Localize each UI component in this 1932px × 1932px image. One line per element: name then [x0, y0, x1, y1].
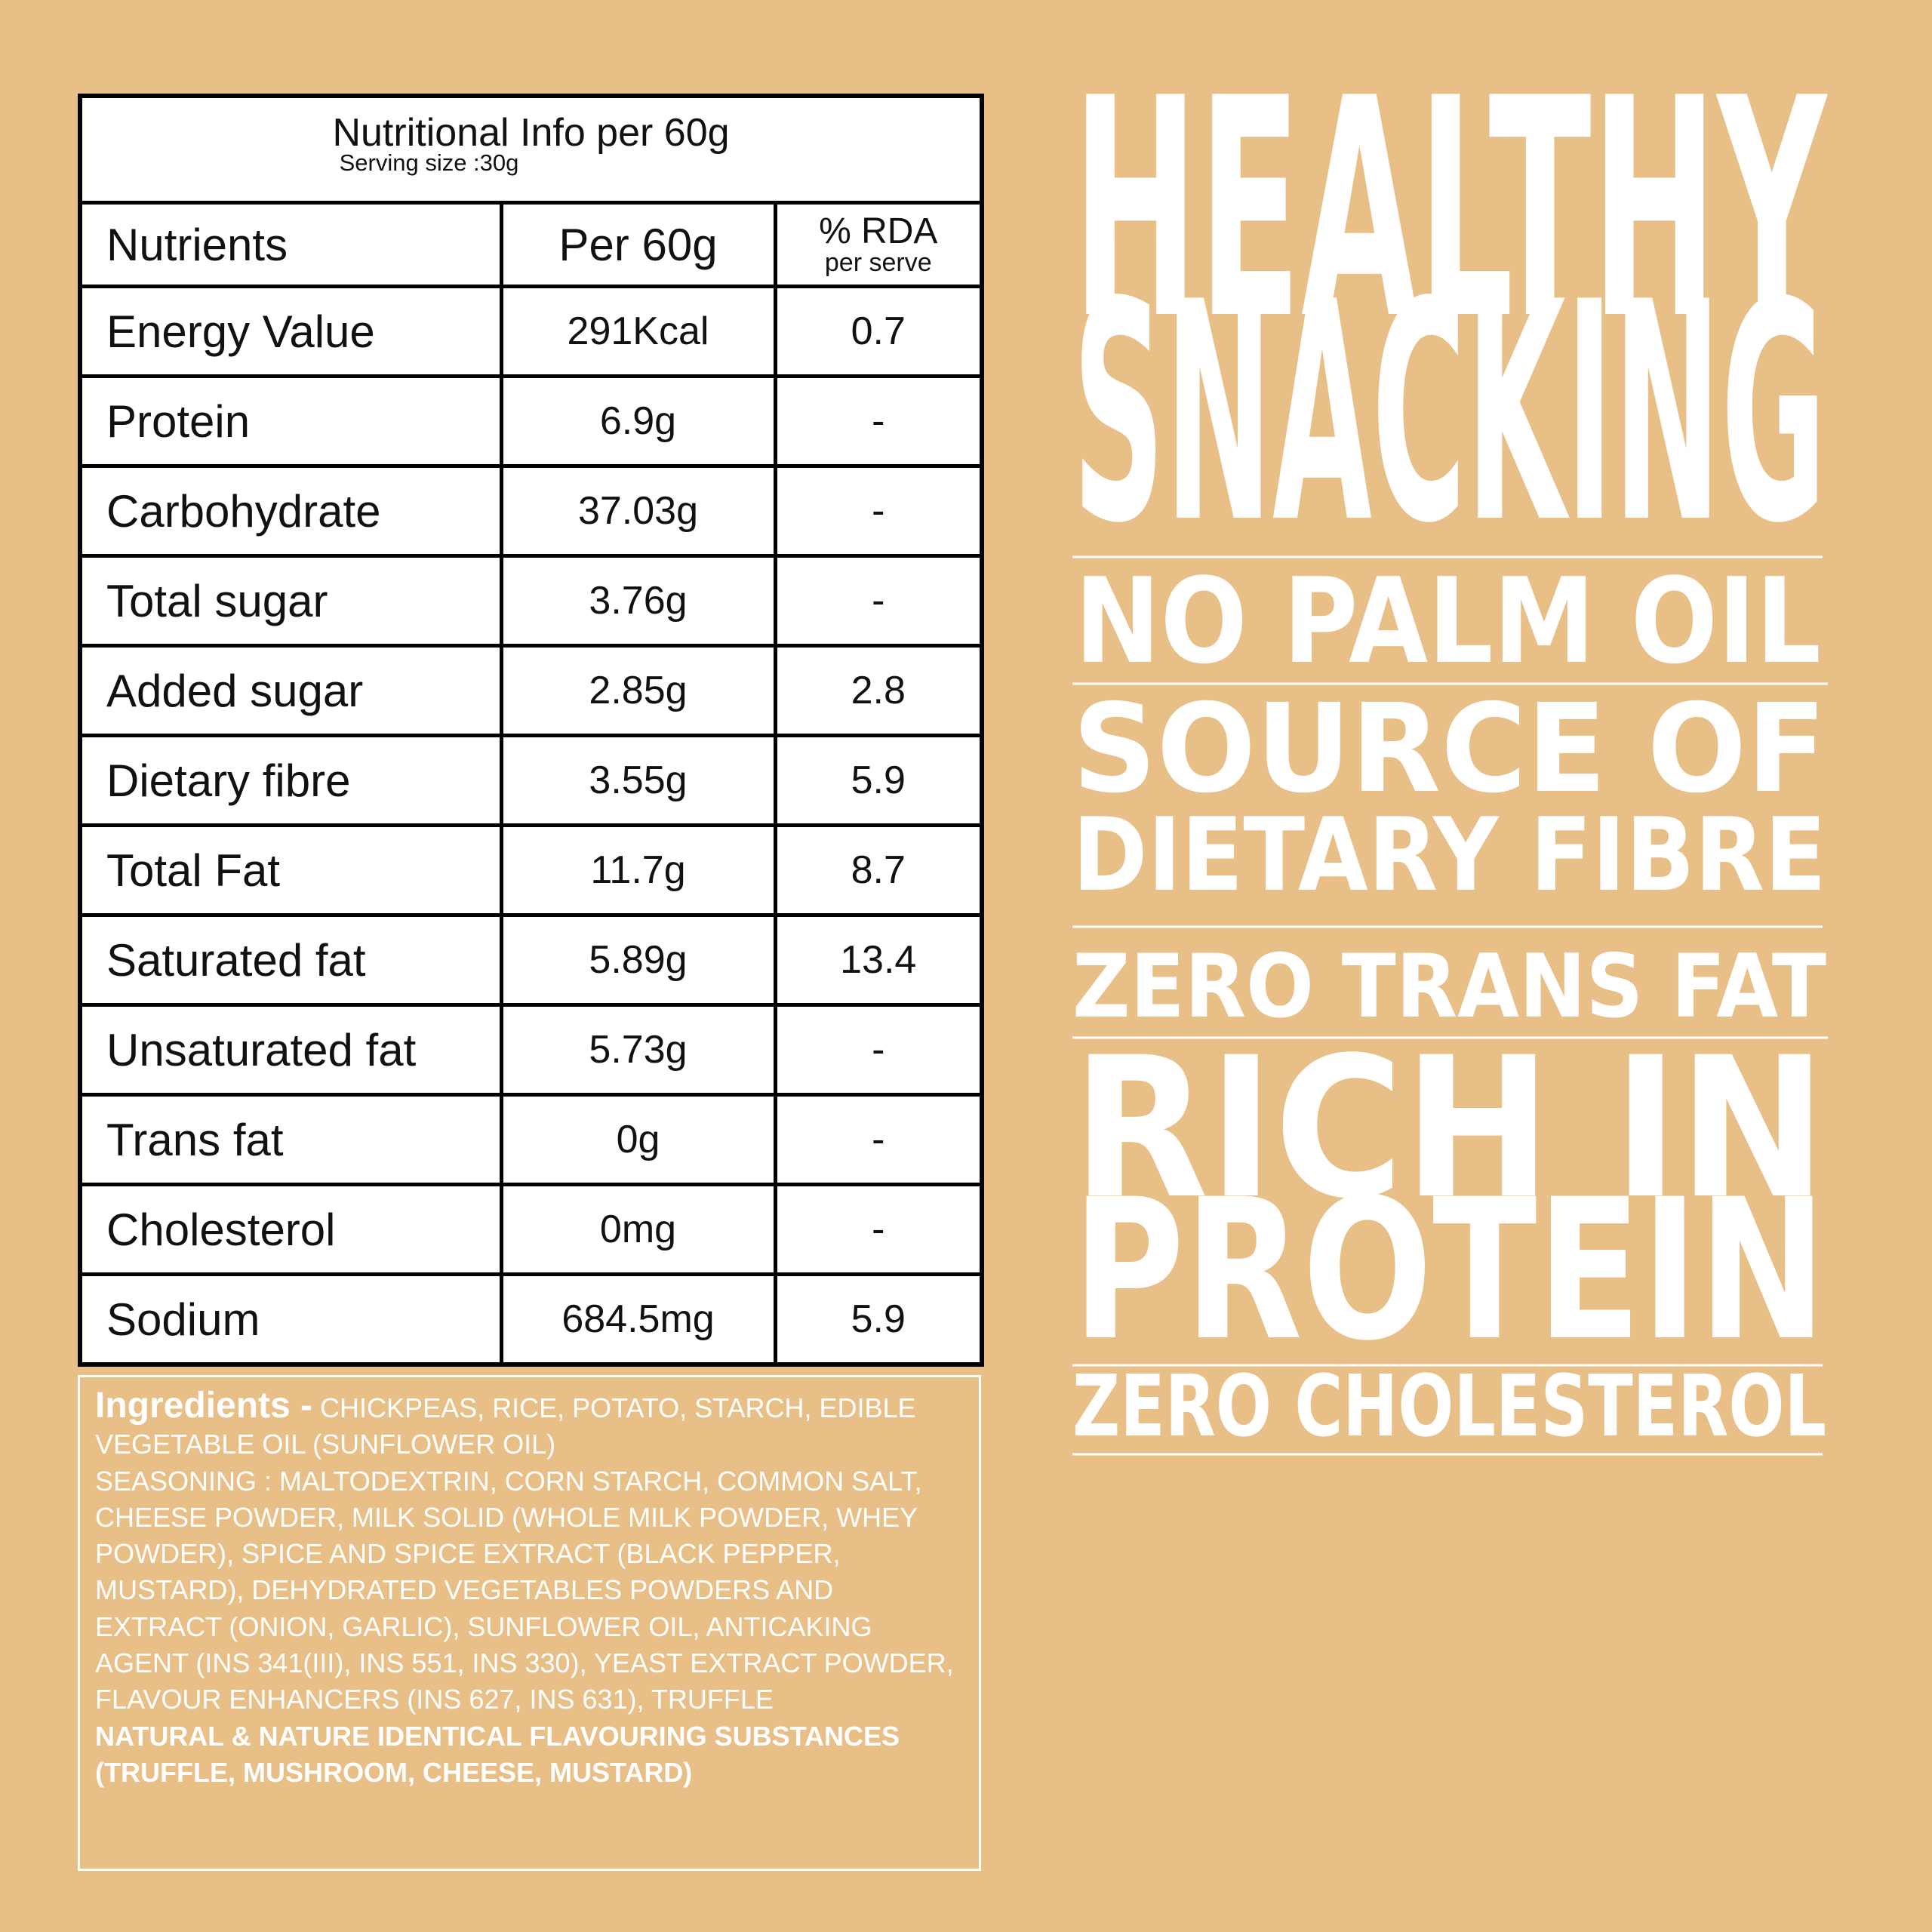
nutrient-value: - — [773, 374, 984, 468]
nutrient-name: Dietary fibre — [78, 734, 503, 827]
nutrient-value: 2.85g — [499, 644, 777, 737]
nutrient-value: 5.9 — [773, 1272, 984, 1367]
claim: ZERO CHOLESTEROL — [1072, 1358, 1826, 1456]
nutrient-value: 5.9 — [773, 734, 984, 827]
claim: SNACKING — [1072, 238, 1826, 589]
table-row: Added sugar 2.85g 2.8 — [78, 644, 984, 737]
table-row: Dietary fibre 3.55g 5.9 — [78, 734, 984, 827]
nutrient-value: 0mg — [499, 1183, 777, 1276]
nutrient-value: 291Kcal — [499, 285, 777, 378]
header-cell: % RDA per serve — [773, 201, 984, 288]
seasoning-text: SEASONING : MALTODEXTRIN, CORN STARCH, C… — [95, 1465, 954, 1715]
claim: DIETARY FIBRE — [1072, 796, 1826, 914]
nutrient-value: 8.7 — [773, 823, 984, 917]
table-row: Energy Value 291Kcal 0.7 — [78, 285, 984, 378]
claim: PROTEIN — [1072, 1157, 1826, 1383]
nutrient-name: Energy Value — [78, 285, 503, 378]
nutrient-value: - — [773, 554, 984, 648]
ingredients-text: CHICKPEAS, RICE, POTATO, STARCH, EDIBLE … — [95, 1392, 916, 1460]
header-text: % RDA — [819, 211, 938, 251]
nutrient-name: Total Fat — [78, 823, 503, 917]
table-row: Sodium 684.5mg 5.9 — [78, 1272, 984, 1367]
claim: NO PALM OIL — [1075, 552, 1821, 690]
nutrient-value: 5.73g — [499, 1003, 777, 1097]
nutrient-value: - — [773, 1183, 984, 1276]
ingredients-box: Ingredients - CHICKPEAS, RICE, POTATO, S… — [78, 1375, 981, 1871]
nutrient-value: 5.89g — [499, 913, 777, 1007]
nutrient-name: Protein — [78, 374, 503, 468]
nutrient-value: 3.76g — [499, 554, 777, 648]
nutrient-name: Carbohydrate — [78, 464, 503, 558]
table-title-cell: Nutritional Info per 60g Serving size :3… — [78, 94, 984, 205]
nutrient-value: 0g — [499, 1093, 777, 1186]
claim: RICH IN — [1072, 1015, 1826, 1241]
nutrient-value: 0.7 — [773, 285, 984, 378]
nutrient-name: Added sugar — [78, 644, 503, 737]
table-row: Carbohydrate 37.03g - — [78, 464, 984, 558]
table-row: Saturated fat 5.89g 13.4 — [78, 913, 984, 1007]
header-text: per serve — [824, 248, 932, 277]
nutrient-value: - — [773, 1003, 984, 1097]
claim: ZERO TRANS FAT — [1072, 936, 1826, 1038]
header-cell: Nutrients — [78, 201, 503, 288]
table-row: Trans fat 0g - — [78, 1093, 984, 1186]
header-cell: Per 60g — [499, 201, 777, 288]
nutrient-value: 2.8 — [773, 644, 984, 737]
nutrient-name: Trans fat — [78, 1093, 503, 1186]
claim: SOURCE OF — [1072, 678, 1826, 820]
nutrient-value: 3.55g — [499, 734, 777, 827]
table-title: Nutritional Info per 60g — [332, 111, 730, 155]
ingredients-para: Ingredients - CHICKPEAS, RICE, POTATO, S… — [95, 1386, 964, 1463]
nutrient-name: Sodium — [78, 1272, 503, 1367]
table-row: Total Fat 11.7g 8.7 — [78, 823, 984, 917]
nutrient-value: 13.4 — [773, 913, 984, 1007]
nutrient-name: Total sugar — [78, 554, 503, 648]
nutrient-value: 11.7g — [499, 823, 777, 917]
ingredients-label: Ingredients - — [95, 1386, 313, 1426]
table-row: Unsaturated fat 5.73g - — [78, 1003, 984, 1097]
table-subtitle: Serving size :30g — [339, 149, 519, 176]
nutrient-value: - — [773, 464, 984, 558]
nutrient-name: Cholesterol — [78, 1183, 503, 1276]
table-row: Protein 6.9g - — [78, 374, 984, 468]
table-row: Total sugar 3.76g - — [78, 554, 984, 648]
nutrient-name: Saturated fat — [78, 913, 503, 1007]
nutrition-table: Nutritional Info per 60g Serving size :3… — [78, 94, 985, 1367]
nutrient-name: Unsaturated fat — [78, 1003, 503, 1097]
nutrient-value: 37.03g — [499, 464, 777, 558]
nutrient-value: 684.5mg — [499, 1272, 777, 1367]
nutrient-value: 6.9g — [499, 374, 777, 468]
claim: HEALTHY — [1072, 35, 1828, 386]
flavouring-text: NATURAL & NATURE IDENTICAL FLAVOURING SU… — [95, 1720, 900, 1788]
nutrient-value: - — [773, 1093, 984, 1186]
table-row: Cholesterol 0mg - — [78, 1183, 984, 1276]
